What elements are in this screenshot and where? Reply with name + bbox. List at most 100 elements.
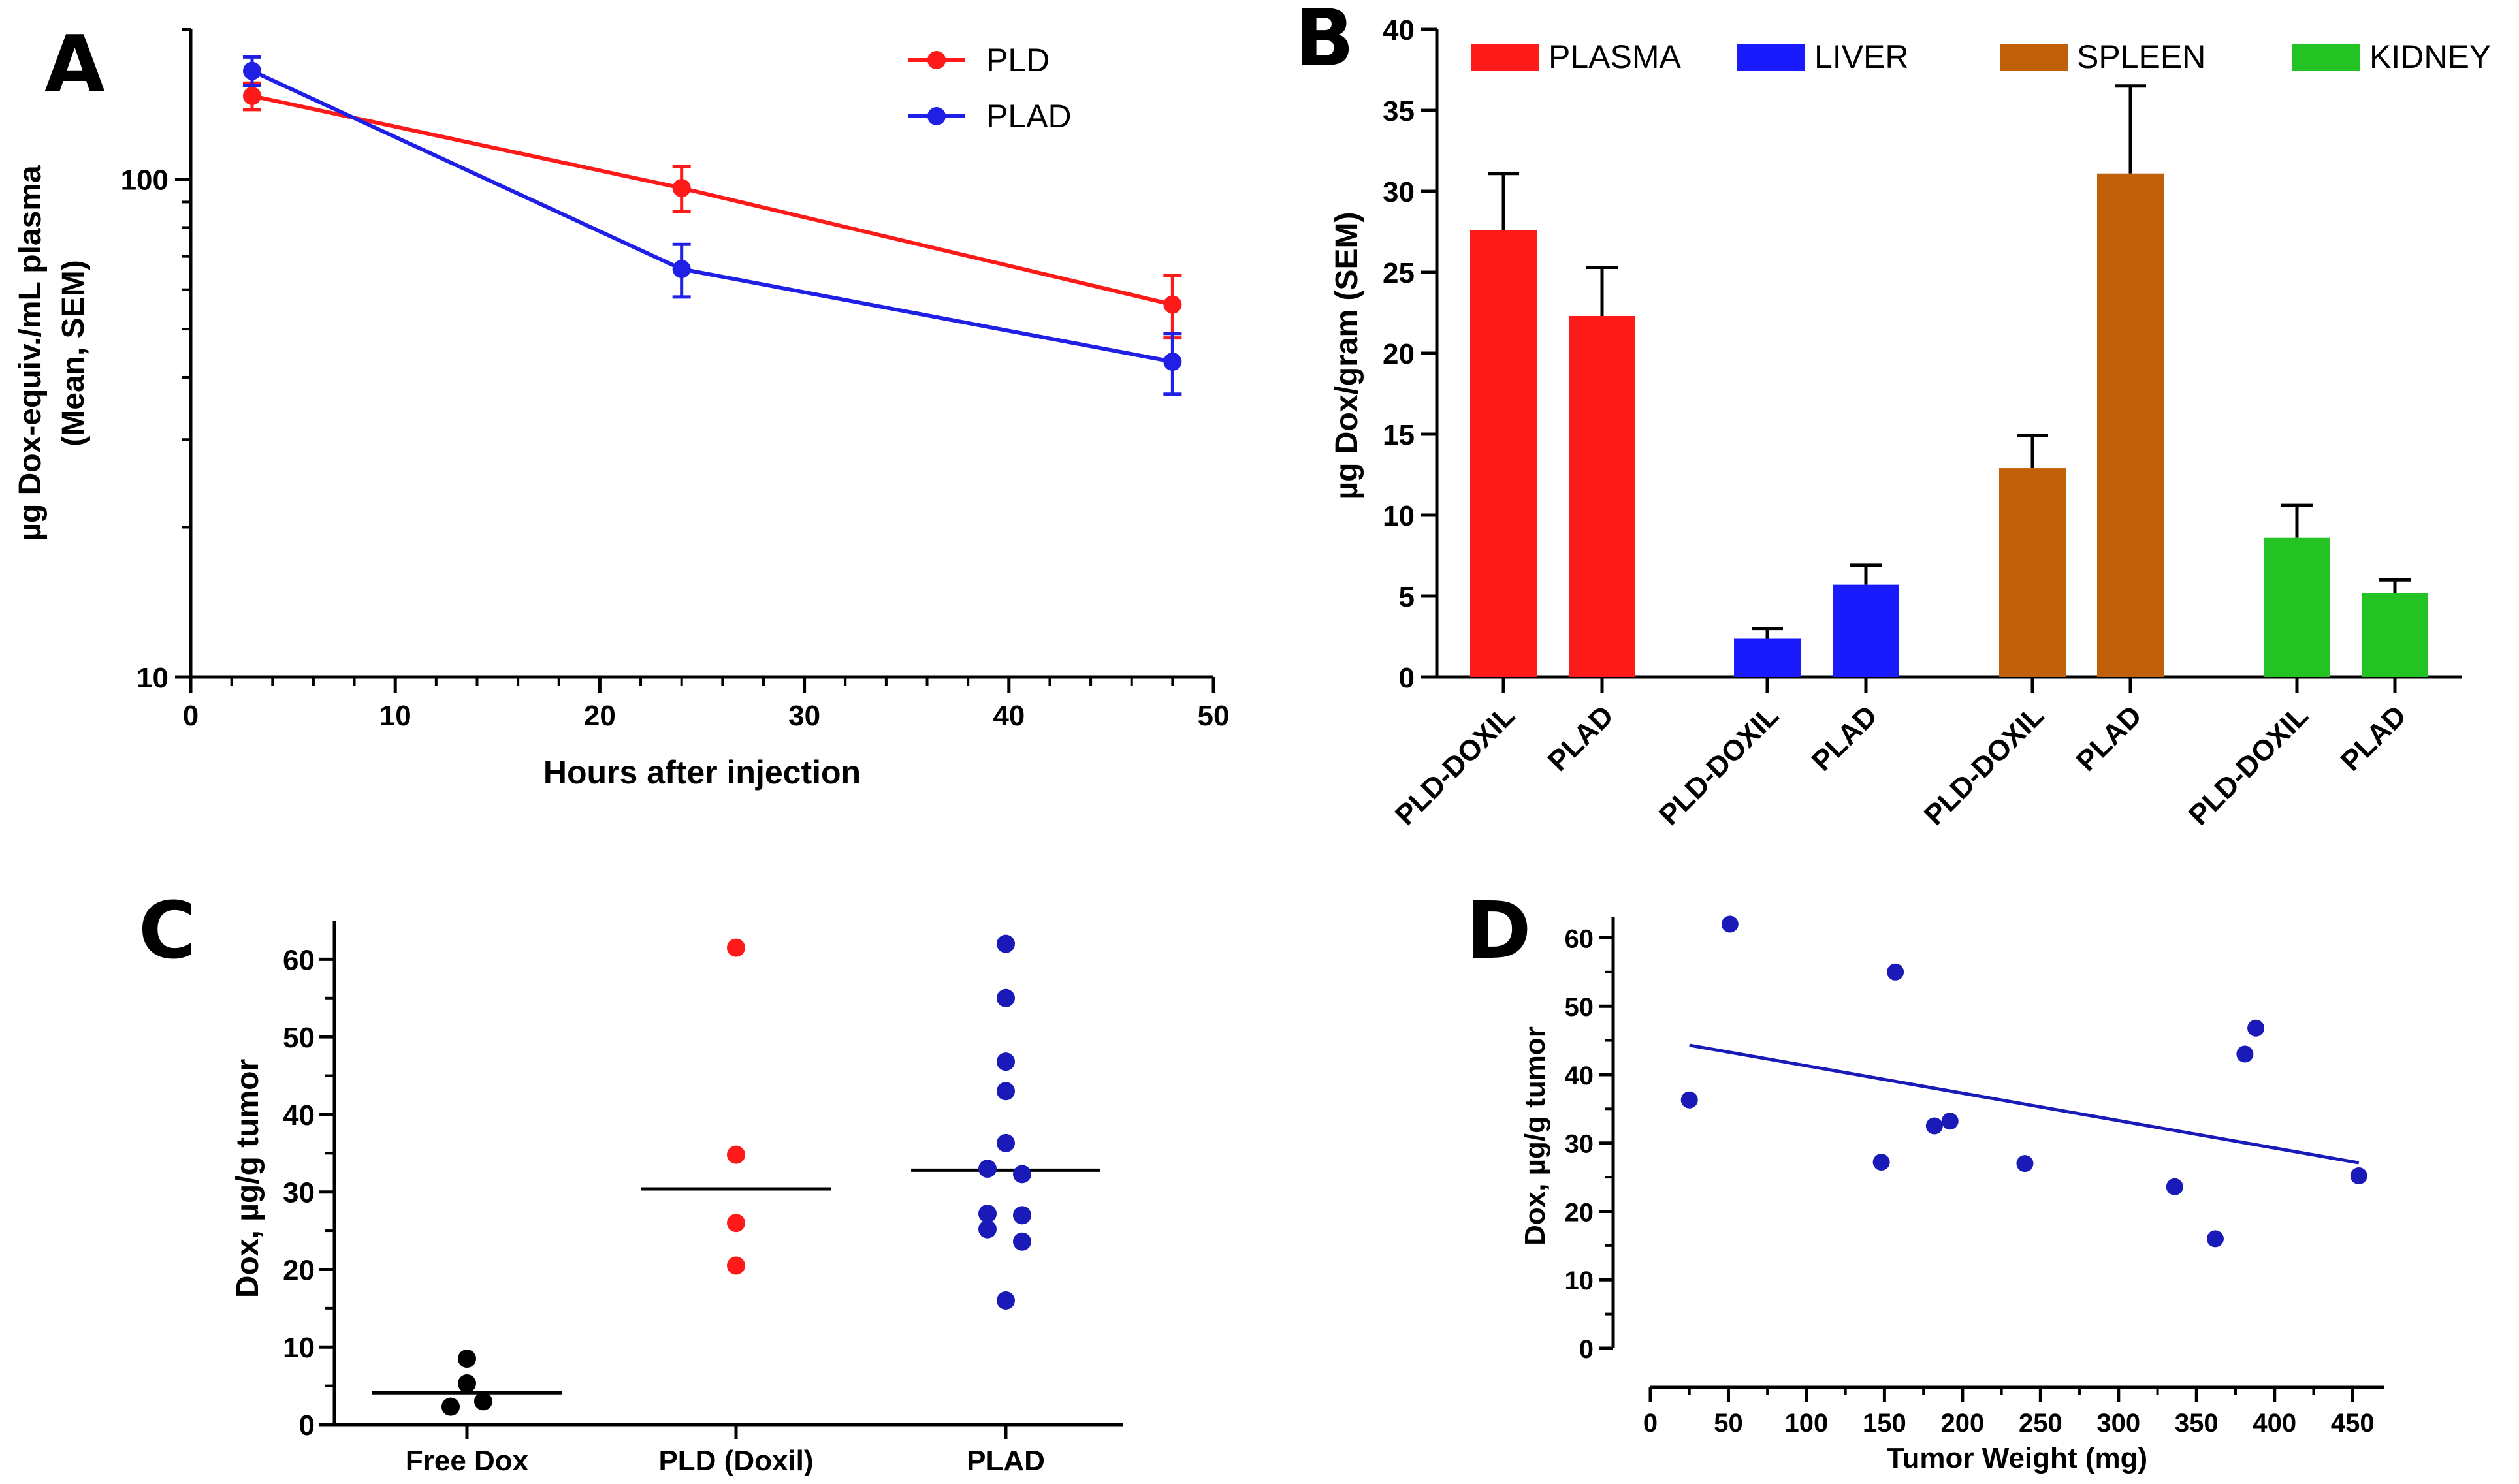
panel-b-x-tick-label: PLAD — [2070, 699, 2148, 777]
panel-a-point — [1163, 295, 1182, 314]
panel-c-point — [997, 1082, 1015, 1101]
panel-d-x-tick-label: 450 — [2331, 1409, 2375, 1438]
panel-b-x-tick-label: PLAD — [2335, 699, 2413, 777]
panel-c-point — [727, 938, 745, 957]
panel-c-point — [1013, 1232, 1031, 1251]
panel-b-group-spleen: PLD-DOXIL PLAD SPLEEN — [1918, 39, 2206, 832]
panel-c-point — [727, 1256, 745, 1275]
panel-b-group-liver: PLD-DOXIL PLAD LIVER — [1653, 39, 1909, 832]
panel-b-bar — [2362, 593, 2428, 677]
panel-b: B 0 5 10 15 20 25 30 35 40 µg Dox/gram (SEM) PLD-DO… — [1294, 0, 2491, 832]
panel-c-point — [997, 988, 1015, 1007]
panel-d-x-tick-label: 300 — [2096, 1409, 2140, 1438]
panel-d-point — [2166, 1178, 2183, 1195]
panel-c-point — [978, 1204, 997, 1223]
panel-a-y-label-2: (Mean, SEM) — [56, 260, 91, 446]
panel-d-y-tick-label: 50 — [1565, 993, 1594, 1022]
panel-c-point — [458, 1350, 476, 1368]
panel-b-group-kidney: PLD-DOXIL PLAD KIDNEY — [2183, 39, 2491, 832]
panel-c-y-tick-label: 20 — [283, 1254, 315, 1286]
panel-a: A 10 100 0 10 20 30 40 50 Hours after injection µg… — [13, 20, 1229, 791]
panel-d-point — [1925, 1117, 1943, 1135]
panel-b-bar — [2097, 173, 2164, 678]
panel-a-series-pld: PLD — [242, 42, 1182, 340]
panel-b-x-tick-label: PLAD — [1806, 699, 1884, 777]
panel-a-x-tick-label: 50 — [1198, 700, 1230, 732]
panel-c-point — [978, 1220, 997, 1239]
panel-b-y-tick-label: 35 — [1383, 95, 1415, 127]
panel-b-y-tick-label: 15 — [1383, 419, 1415, 451]
panel-b-letter: B — [1294, 0, 1354, 84]
panel-d-x-tick-label: 400 — [2253, 1409, 2296, 1438]
panel-c: C 0 10 20 30 40 50 60 Dox, µg/g tumor Free Dox PLD… — [138, 886, 1123, 1477]
panel-a-letter: A — [44, 20, 105, 110]
panel-c-point — [458, 1374, 476, 1393]
panel-b-y-tick-label: 5 — [1399, 581, 1415, 613]
panel-b-legend-label: PLASMA — [1548, 39, 1682, 75]
panel-a-legend-marker — [927, 51, 946, 69]
panel-d: D 0 10 20 30 40 50 60 0 50 100 150 200 250 300 350 400 45… — [1466, 886, 2384, 1474]
panel-c-y-tick-label: 50 — [283, 1022, 315, 1054]
panel-d-fit-line — [1689, 1043, 2360, 1165]
panel-a-point — [242, 61, 261, 80]
panel-b-bar — [1569, 315, 1635, 678]
panel-b-bar — [1734, 638, 1801, 677]
panel-b-y-tick-label: 25 — [1383, 257, 1415, 289]
panel-c-y-tick-label: 0 — [299, 1410, 315, 1442]
panel-c-x-tick-label: PLD (Doxil) — [658, 1445, 813, 1477]
panel-b-x-tick-label: PLAD — [1542, 699, 1620, 777]
panel-d-x-label: Tumor Weight (mg) — [1887, 1442, 2147, 1474]
panel-d-x-tick-label: 150 — [1863, 1409, 1906, 1438]
panel-b-x-tick-label: PLD-DOXIL — [2183, 699, 2315, 831]
panel-c-letter: C — [138, 886, 196, 977]
panel-d-x-tick-label: 100 — [1785, 1409, 1829, 1438]
panel-a-x-tick-label: 40 — [993, 700, 1025, 732]
panel-c-point — [997, 934, 1015, 953]
panel-d-x-tick-label: 350 — [2175, 1409, 2219, 1438]
panel-d-x-tick-label: 250 — [2019, 1409, 2062, 1438]
panel-b-bar — [1470, 230, 1537, 677]
panel-a-legend-label: PLAD — [986, 98, 1072, 134]
panel-b-y-label: µg Dox/gram (SEM) — [1330, 212, 1364, 499]
panel-c-point — [727, 1145, 745, 1164]
panel-a-x-tick-label: 0 — [183, 700, 199, 732]
panel-b-y-tick-label: 10 — [1383, 500, 1415, 532]
panel-c-point — [997, 1291, 1015, 1310]
panel-d-y-tick-label: 60 — [1565, 924, 1594, 953]
panel-b-legend-label: SPLEEN — [2077, 39, 2206, 75]
panel-a-point — [242, 86, 261, 105]
panel-c-point — [997, 1052, 1015, 1071]
panel-c-group-0: Free Dox — [372, 1350, 562, 1477]
panel-c-point — [1013, 1165, 1031, 1184]
panel-c-point — [727, 1214, 745, 1233]
panel-d-x-tick-label: 200 — [1940, 1409, 1984, 1438]
panel-b-y-tick-label: 20 — [1383, 338, 1415, 370]
panel-d-point — [1941, 1113, 1959, 1130]
panel-b-y-tick-label: 40 — [1383, 14, 1415, 46]
panel-b-bar — [2264, 537, 2330, 677]
panel-c-group-1: PLD (Doxil) — [641, 938, 831, 1477]
panel-b-legend-swatch — [1737, 44, 1805, 71]
panel-b-x-tick-label: PLD-DOXIL — [1389, 699, 1521, 831]
panel-a-point — [672, 260, 691, 279]
panel-d-y-tick-label: 20 — [1565, 1198, 1594, 1227]
panel-b-y-tick-label: 30 — [1383, 176, 1415, 208]
panel-c-y-label: Dox, µg/g tumor — [231, 1059, 265, 1298]
panel-d-y-tick-label: 10 — [1565, 1267, 1594, 1295]
panel-a-point — [672, 179, 691, 198]
panel-b-bar — [1999, 468, 2066, 677]
panel-d-y-tick-label: 30 — [1565, 1130, 1594, 1159]
panel-d-point — [1680, 1091, 1698, 1109]
panel-d-y-tick-label: 0 — [1579, 1335, 1594, 1364]
panel-c-group-2: PLAD — [911, 934, 1100, 1477]
panel-d-point — [2247, 1019, 2265, 1037]
panel-a-x-tick-label: 30 — [788, 700, 820, 732]
panel-c-y-tick-label: 10 — [283, 1332, 315, 1364]
panel-c-point — [441, 1397, 460, 1416]
panel-c-point — [474, 1392, 492, 1411]
panel-a-y-tick-label: 100 — [121, 165, 168, 197]
panel-b-legend-label: LIVER — [1814, 39, 1909, 75]
panel-d-x-tick-label: 0 — [1643, 1409, 1658, 1438]
panel-b-legend-swatch — [1471, 44, 1539, 71]
